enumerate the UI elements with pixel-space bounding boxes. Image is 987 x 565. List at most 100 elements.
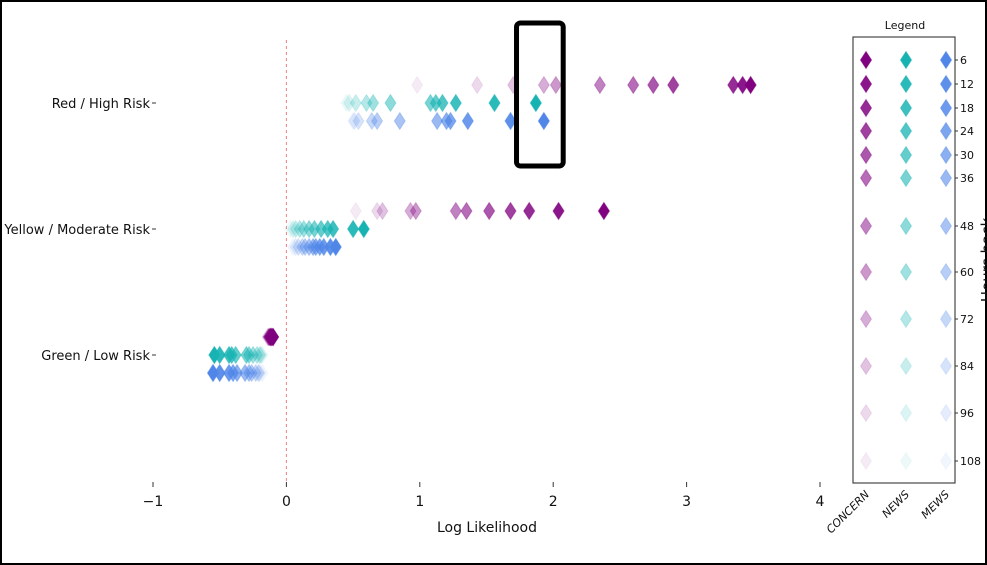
y-tick-label-red: Red / High Risk (52, 97, 151, 112)
legend-marker (939, 145, 953, 165)
legend-marker (899, 50, 913, 70)
legend-hour-label: 96 (960, 407, 974, 420)
x-tick-label: 0 (282, 494, 291, 510)
legend-marker (939, 98, 953, 118)
y-tick-marks (152, 102, 156, 356)
legend-hour-label: 48 (960, 220, 974, 233)
data-point (340, 93, 353, 113)
legend-marker (899, 121, 913, 141)
legend-marker (859, 50, 873, 70)
data-point (289, 237, 302, 257)
legend-side-label: Hours back (978, 218, 987, 303)
data-point (376, 201, 389, 221)
data-point (261, 327, 274, 347)
data-point (593, 75, 606, 95)
legend-marker (899, 262, 913, 282)
legend-marker (899, 98, 913, 118)
data-point (256, 345, 269, 365)
x-tick-label: 4 (816, 494, 825, 510)
legend-marker (859, 356, 873, 376)
legend-marker (859, 309, 873, 329)
data-point (308, 219, 321, 239)
data-point (253, 363, 266, 383)
scatter-points (206, 75, 757, 383)
data-point (261, 327, 274, 347)
data-point (262, 327, 276, 347)
data-point (242, 363, 256, 383)
data-point (229, 345, 242, 365)
data-point (371, 111, 384, 131)
data-point (347, 111, 360, 131)
legend-marker (939, 262, 953, 282)
legend-marker (899, 403, 913, 423)
data-point (471, 75, 484, 95)
data-point (249, 363, 262, 383)
data-point (213, 363, 226, 383)
data-point (529, 93, 542, 113)
legend-marker (859, 451, 873, 471)
legend-marker (899, 356, 913, 376)
legend-hour-label: 12 (960, 78, 974, 91)
legend-marker (859, 403, 873, 423)
data-point (627, 75, 640, 95)
data-point (384, 93, 397, 113)
data-point (647, 75, 660, 95)
data-point (343, 93, 356, 113)
legend-hour-label: 60 (960, 266, 974, 279)
legend-hour-ticks: 6 12 18 24 30 36 48 60 72 84 96 108 (955, 54, 981, 468)
data-point (298, 237, 312, 257)
legend-hour-label: 6 (960, 54, 967, 67)
legend-markers (859, 50, 953, 471)
data-point (431, 111, 444, 131)
data-point (393, 111, 406, 131)
legend-marker (859, 168, 873, 188)
data-point (253, 345, 266, 365)
data-point (549, 75, 562, 95)
data-point (297, 219, 310, 239)
data-point (256, 363, 269, 383)
data-point (213, 345, 226, 365)
legend-marker (859, 74, 873, 94)
y-tick-label-yellow: Yellow / Moderate Risk (3, 223, 150, 238)
legend-hour-label: 30 (960, 149, 974, 162)
legend-marker (899, 451, 913, 471)
legend-marker (939, 356, 953, 376)
legend-marker (859, 262, 873, 282)
legend-marker (939, 451, 953, 471)
data-point (262, 327, 276, 347)
data-point (367, 93, 380, 113)
data-point (744, 75, 757, 95)
data-point (230, 363, 244, 383)
legend-marker (939, 403, 953, 423)
legend-hour-label: 18 (960, 102, 974, 115)
data-point (736, 75, 749, 95)
data-point (246, 345, 260, 365)
data-point (262, 327, 276, 347)
data-point (292, 237, 305, 257)
y-tick-label-green: Green / Low Risk (41, 349, 150, 364)
legend-column-label: NEWS (880, 488, 913, 521)
legend-column-labels: CONCERN NEWS MEWS (824, 488, 952, 536)
data-point (537, 111, 550, 131)
data-point (250, 345, 264, 365)
data-point (371, 201, 384, 221)
data-point (537, 75, 550, 95)
y-tick-labels: Red / High Risk Yellow / Moderate Risk G… (3, 97, 150, 364)
data-point (424, 93, 437, 113)
data-point (284, 219, 297, 239)
data-point (264, 327, 277, 347)
legend-marker (939, 216, 953, 236)
data-point (240, 345, 253, 365)
legend-marker (859, 216, 873, 236)
legend-column-label: MEWS (919, 488, 952, 521)
data-point (523, 201, 536, 221)
legend-marker (899, 309, 913, 329)
data-point (302, 219, 316, 239)
data-point (460, 201, 473, 221)
data-point (286, 219, 300, 239)
data-point (483, 201, 496, 221)
x-axis-label: Log Likelihood (437, 520, 537, 536)
data-point (348, 111, 361, 131)
data-point (488, 93, 501, 113)
legend-marker (939, 168, 953, 188)
